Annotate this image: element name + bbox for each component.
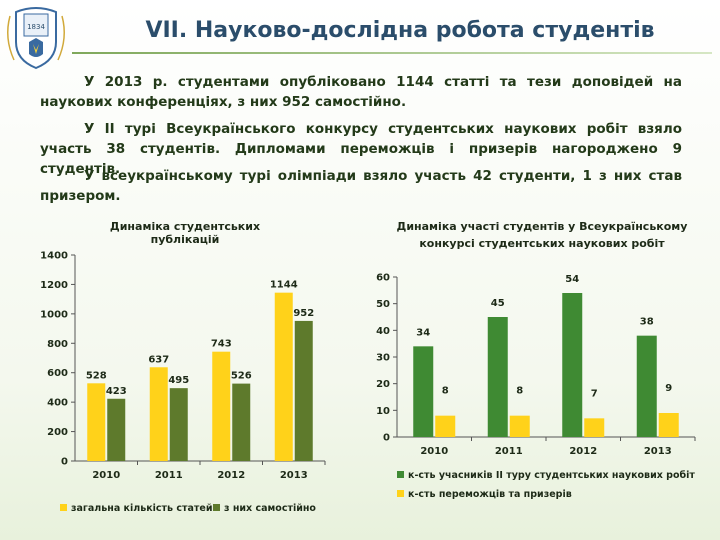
data-label: 637	[148, 354, 169, 365]
bar-1-s1-2013	[658, 413, 679, 437]
chart-competition: 0 10 20 30 40 50 60 2010 34 8 2011 45 8 2012 54 7 2013 38…	[376, 273, 696, 500]
x-tick-label: 2011	[495, 446, 523, 457]
bar-1-s0-2013	[636, 335, 657, 437]
data-label: 7	[591, 388, 598, 399]
y-tick-label: 30	[376, 353, 390, 364]
bar-1-s1-2010	[435, 415, 456, 437]
y-tick-label: 50	[376, 299, 390, 310]
y-tick-label: 20	[376, 379, 390, 390]
data-label: 952	[293, 308, 314, 319]
legend-label: к-сть учасників ІІ туру студентських нау…	[408, 470, 695, 481]
logo-year: 1834	[27, 23, 45, 31]
data-label: 743	[211, 339, 232, 350]
data-label: 526	[231, 371, 252, 382]
legend-label: загальна кількість статей	[71, 503, 213, 514]
data-label: 9	[665, 383, 672, 394]
y-tick-label: 800	[47, 339, 68, 350]
chart-publications: 0 200 400 600 800 1000 1200 1400 2010 528 423 2011 6…	[40, 251, 326, 514]
legend-swatch	[213, 504, 220, 511]
bar-1-s1-2012	[584, 418, 605, 437]
data-label: 38	[640, 317, 654, 328]
paragraph-publications: У 2013 р. студентами опубліковано 1144 с…	[40, 74, 682, 110]
y-tick-label: 0	[383, 433, 390, 444]
y-tick-label: 1400	[40, 251, 68, 262]
y-tick-label: 10	[376, 406, 390, 417]
paragraph-competition: У ІІ турі Всеукраїнського конкурсу студе…	[40, 121, 682, 177]
y-tick-label: 0	[61, 457, 68, 468]
slide-title: VII. Науково-дослідна робота студентів	[145, 18, 655, 43]
bar-0-s0-2011	[149, 367, 168, 461]
bar-0-s1-2013	[294, 320, 313, 461]
legend-swatch	[60, 504, 67, 511]
bar-1-s0-2012	[562, 293, 583, 437]
x-tick-label: 2010	[420, 446, 448, 457]
paragraph-olympiad: У всеукраїнському турі олімпіади взяло у…	[40, 168, 682, 204]
data-label: 1144	[270, 280, 298, 291]
bar-1-s0-2011	[487, 317, 508, 437]
x-tick-label: 2012	[217, 470, 245, 481]
x-tick-label: 2010	[92, 470, 120, 481]
bar-0-s1-2010	[107, 398, 126, 461]
legend-swatch	[397, 471, 404, 478]
x-tick-label: 2013	[280, 470, 308, 481]
y-tick-label: 200	[47, 427, 68, 438]
y-tick-label: 1000	[40, 309, 68, 320]
chart-competition-title: Динаміка участі студентів у Всеукраїнськ…	[396, 220, 688, 250]
x-tick-label: 2013	[644, 446, 672, 457]
data-label: 8	[516, 386, 523, 397]
bar-0-s1-2011	[169, 388, 188, 461]
data-label: 54	[565, 274, 579, 285]
bar-0-s0-2012	[212, 351, 231, 461]
y-tick-label: 600	[47, 368, 68, 379]
x-tick-label: 2012	[569, 446, 597, 457]
y-tick-label: 400	[47, 398, 68, 409]
legend-label: к-сть переможців та призерів	[408, 489, 572, 500]
chart-publications-title: Динаміка студентських публікацій	[109, 220, 261, 246]
y-tick-label: 40	[376, 326, 390, 337]
data-label: 34	[416, 327, 430, 338]
y-tick-label: 1200	[40, 280, 68, 291]
data-label: 45	[491, 298, 505, 309]
legend-swatch	[397, 490, 404, 497]
data-label: 495	[168, 375, 189, 386]
bar-0-s1-2012	[232, 383, 251, 461]
title-divider	[72, 52, 712, 54]
data-label: 8	[442, 386, 449, 397]
data-label: 423	[106, 386, 127, 397]
bar-1-s0-2010	[413, 346, 434, 437]
bar-1-s1-2011	[509, 415, 530, 437]
data-label: 528	[86, 370, 107, 381]
legend-label: з них самостійно	[224, 503, 316, 514]
bar-0-s0-2013	[274, 292, 293, 461]
bar-0-s0-2010	[87, 383, 106, 461]
y-tick-label: 60	[376, 273, 390, 284]
x-tick-label: 2011	[155, 470, 183, 481]
university-crest-logo: 1834	[7, 7, 65, 70]
